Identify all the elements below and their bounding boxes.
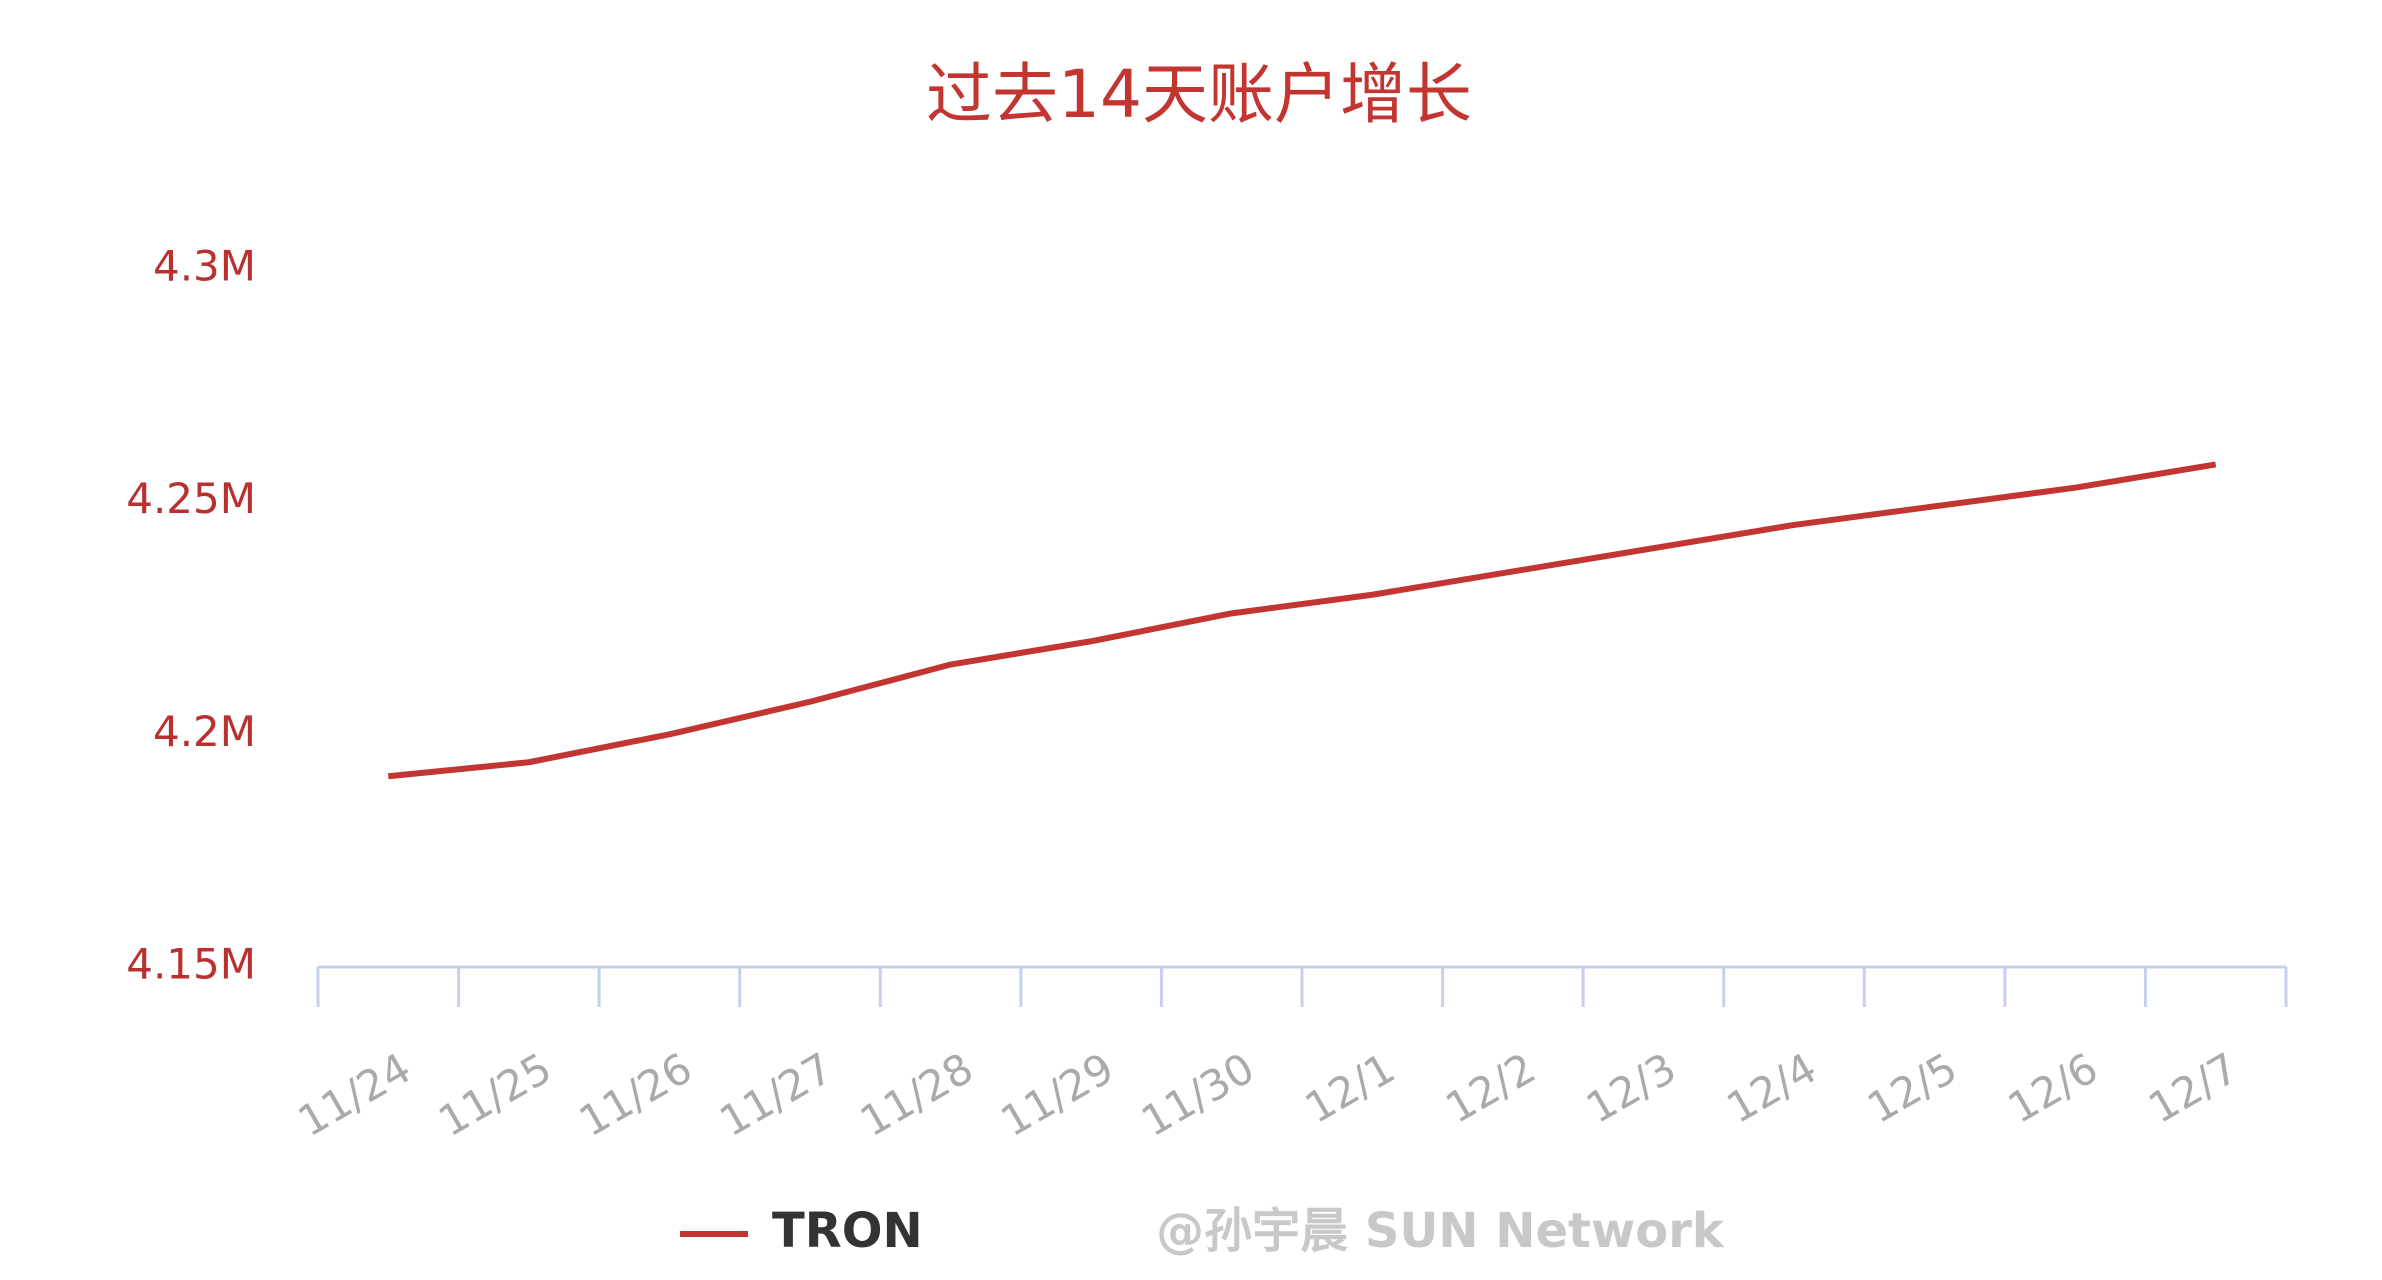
y-tick-label: 4.3M <box>153 242 256 291</box>
x-tick-label: 11/25 <box>430 1043 559 1146</box>
x-tick-label: 12/5 <box>1859 1043 1965 1133</box>
line <box>387 461 2217 780</box>
x-tick-label: 12/3 <box>1578 1043 1684 1133</box>
x-tick-label: 11/28 <box>852 1043 981 1146</box>
x-tick-label: 11/26 <box>571 1043 700 1146</box>
x-tick-label: 12/1 <box>1297 1043 1403 1133</box>
y-tick-label: 4.15M <box>126 940 256 989</box>
legend-label: TRON <box>772 1203 923 1259</box>
y-tick-label: 4.25M <box>126 474 256 523</box>
x-tick-label: 11/24 <box>290 1043 419 1146</box>
x-tick-label: 11/27 <box>711 1043 840 1146</box>
x-tick-label: 12/7 <box>2140 1043 2246 1133</box>
x-tick-label: 11/29 <box>993 1043 1122 1146</box>
x-tick-label: 12/6 <box>2000 1043 2106 1133</box>
x-tick-label: 12/4 <box>1719 1043 1825 1133</box>
watermark: @孙宇晨 SUN Network <box>1156 1203 1725 1259</box>
x-tick-label: 11/30 <box>1133 1043 1262 1146</box>
y-tick-label: 4.2M <box>153 707 256 756</box>
chart-title: 过去14天账户增长 <box>926 56 1472 133</box>
x-tick-label: 12/2 <box>1437 1043 1543 1133</box>
